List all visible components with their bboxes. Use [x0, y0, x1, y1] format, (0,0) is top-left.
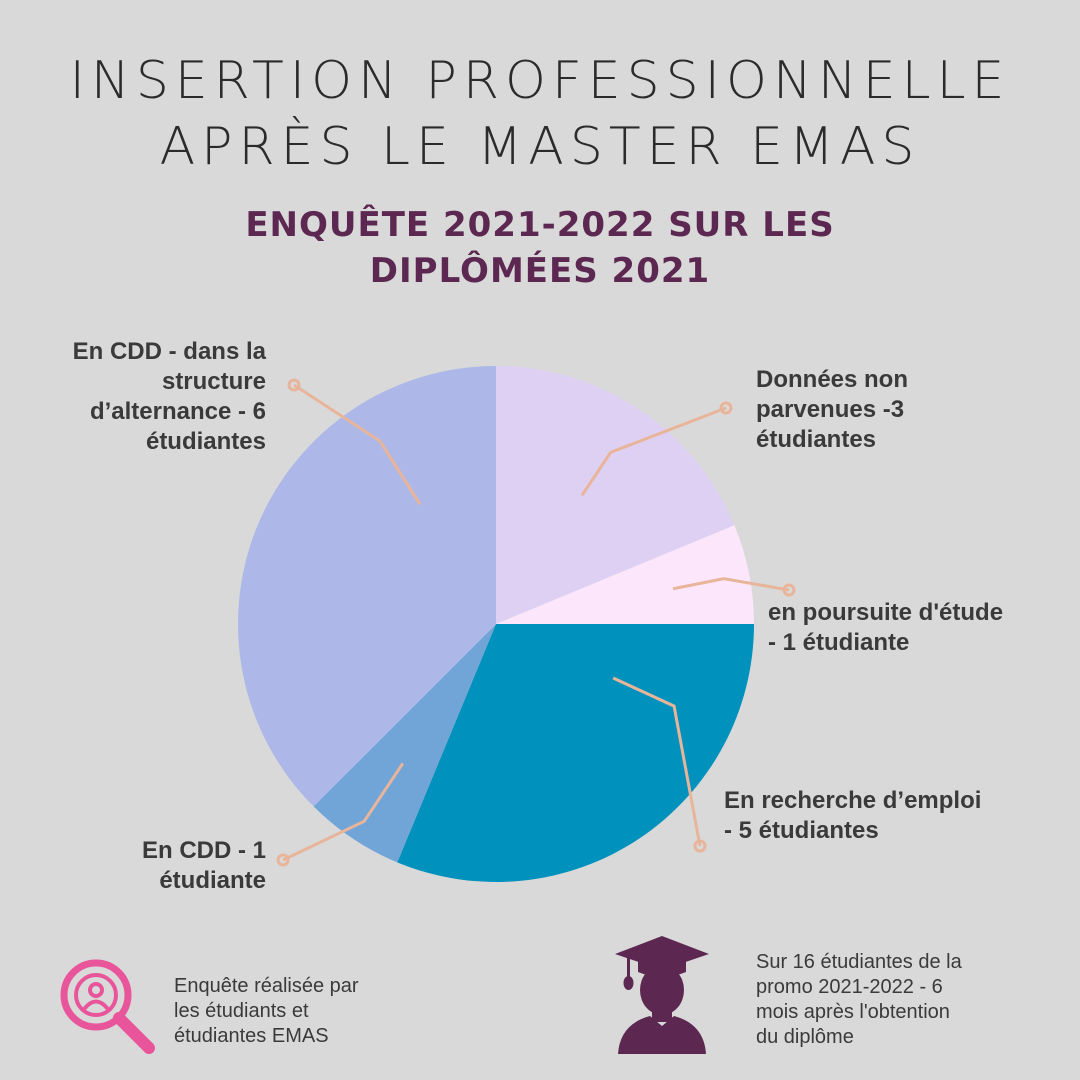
leader-dot-cdd_alternance — [287, 378, 301, 392]
subtitle-line-2: DIPLÔMÉES 2021 — [369, 251, 711, 291]
leader-dot-poursuite — [782, 583, 796, 597]
leader-dot-cdd — [276, 853, 290, 867]
subtitle-line-1: ENQUÊTE 2021-2022 SUR LES — [245, 205, 835, 245]
slice-label-cdd: En CDD - 1 étudiante — [141, 837, 266, 894]
slice-label-poursuite: en poursuite d'étude - 1 étudiante — [768, 599, 1004, 656]
slice-label-non_parvenues: Données non parvenues -3 étudiantes — [756, 366, 909, 453]
leader-line-non_parvenues — [580, 406, 727, 497]
graduate-icon — [615, 936, 709, 1054]
slice-label-cdd_alternance: En CDD - dans la structure d’alternance … — [72, 338, 266, 455]
pie-slice-recherche — [397, 624, 754, 882]
page-title: INSERTION PROFESSIONNELLE APRÈS LE MASTE… — [0, 48, 1080, 180]
leader-dot-non_parvenues — [719, 401, 733, 415]
slice-label-recherche: En recherche d’emploi - 5 étudiantes — [724, 787, 982, 844]
title-line-1: INSERTION PROFESSIONNELLE — [69, 51, 1011, 111]
pie-slice-non_parvenues — [496, 366, 735, 624]
leader-line-recherche — [612, 676, 702, 847]
pie-slice-cdd_alternance — [237, 366, 497, 807]
pie-slice-poursuite — [496, 525, 754, 624]
search-person-icon — [60, 959, 155, 1054]
pie-slice-cdd — [313, 624, 496, 863]
footer-left-text: Enquête réalisée par les étudiants et ét… — [174, 975, 359, 1047]
footer-right-text: Sur 16 étudiantes de la promo 2021-2022 … — [756, 951, 962, 1048]
leader-dot-recherche — [693, 839, 707, 853]
leader-line-cdd — [282, 762, 405, 862]
title-line-2: APRÈS LE MASTER EMAS — [159, 117, 921, 177]
subtitle: ENQUÊTE 2021-2022 SUR LES DIPLÔMÉES 2021 — [0, 202, 1080, 294]
leader-line-poursuite — [672, 577, 790, 592]
leader-line-cdd_alternance — [293, 383, 422, 505]
